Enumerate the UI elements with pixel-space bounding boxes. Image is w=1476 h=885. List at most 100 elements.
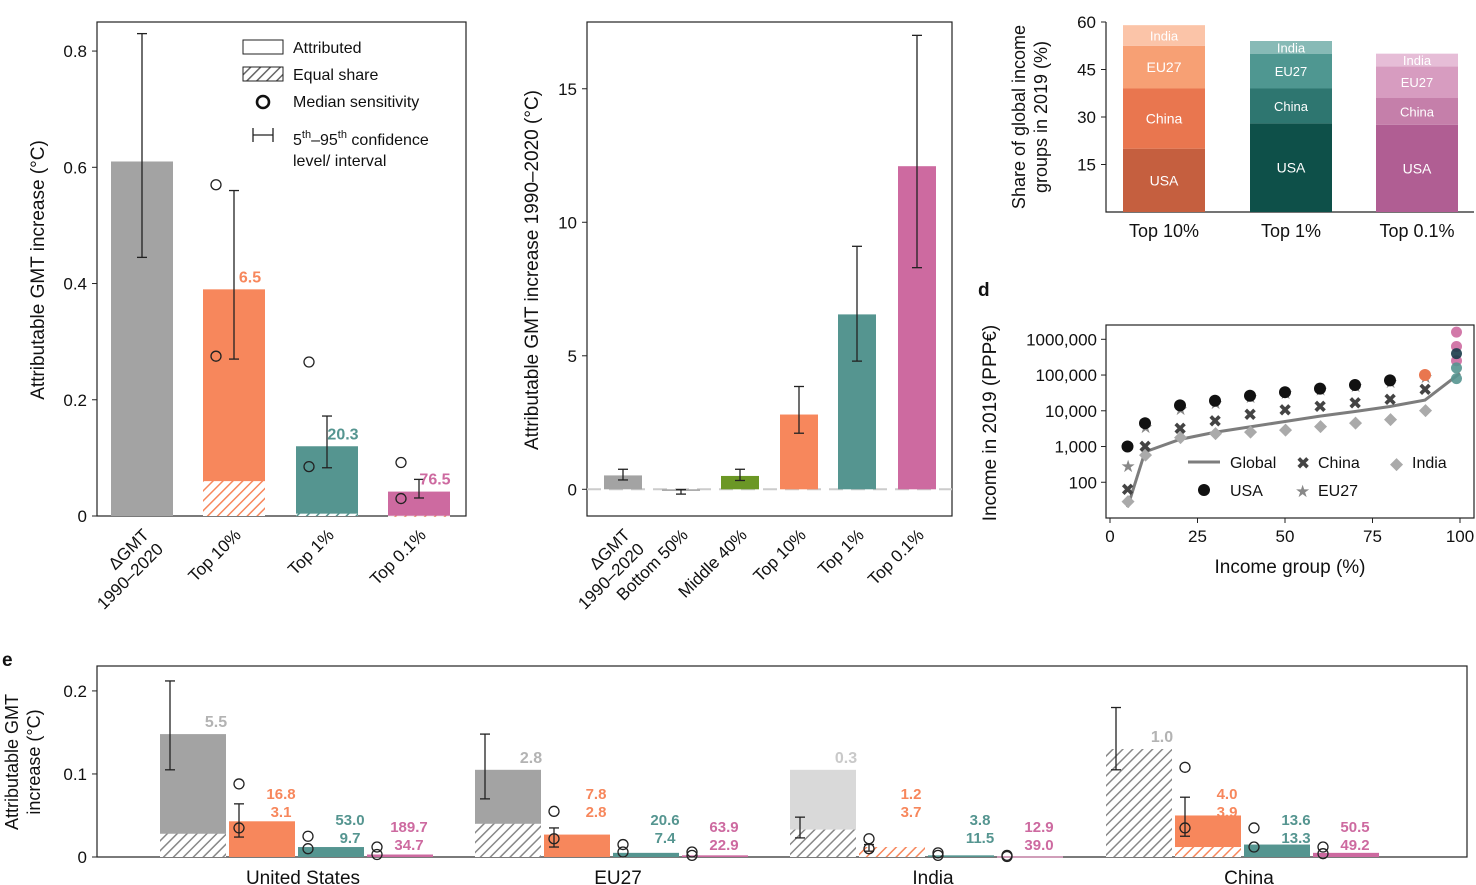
legend-ci-label: 5th–95th confidence xyxy=(293,129,429,149)
legend-china-label: China xyxy=(1318,455,1360,472)
panel-e-top10-bar xyxy=(544,834,610,857)
legend-india-marker: ◆ xyxy=(1390,454,1404,473)
panel-e-top1-label-2: 11.5 xyxy=(966,830,994,847)
panel-b-xtick-label: Top 1% xyxy=(814,525,868,579)
panel-b-xtick-line: Top 10% xyxy=(750,525,810,585)
panel-d-india-point: ◆ xyxy=(1279,420,1293,439)
legend-ci-sup1: th xyxy=(302,129,311,141)
panel-a-ylabel: Attributable GMT increase (°C) xyxy=(28,140,49,400)
panel-e-total-bar xyxy=(1106,749,1172,857)
panel-a-median-high xyxy=(395,456,407,469)
panel-e-total-errorbar xyxy=(165,680,175,771)
panel-b-xtick-line: Top 1% xyxy=(814,525,868,579)
panel-d-india-point: ◆ xyxy=(1122,491,1136,510)
panel-a-xtick-line: Top 0.1% xyxy=(366,525,430,589)
panel-a-xtick-line: Top 1% xyxy=(284,525,338,579)
legend-india-label: India xyxy=(1412,455,1447,472)
panel-a-equal-share xyxy=(296,513,358,516)
legend-usa-label: USA xyxy=(1230,483,1263,500)
panel-d-top-point xyxy=(1451,326,1462,338)
panel-c-segment-label: USA xyxy=(1403,160,1432,176)
panel-e-ylabel: Attributable GMT increase (°C) xyxy=(2,694,44,830)
panel-e-label: e xyxy=(2,650,13,671)
panel-e-top1-median-high xyxy=(1248,822,1260,834)
panel-e-top01-median-high xyxy=(1317,841,1329,853)
legend-global-label: Global xyxy=(1230,455,1276,472)
panel-d-top-point xyxy=(1451,362,1462,374)
panel-d-usa-point xyxy=(1174,399,1186,412)
panel-e-top01-label-2: 39.0 xyxy=(1024,837,1053,854)
panel-d-china-point: ✖ xyxy=(1173,420,1187,439)
panel-e-top01-label-1: 63.9 xyxy=(709,819,738,836)
panel-c-segment-label: China xyxy=(1146,111,1183,127)
panel-e-top1-label-2: 13.3 xyxy=(1281,830,1310,847)
panel-e-total-label: 2.8 xyxy=(520,750,542,767)
panel-c-segment-china xyxy=(1250,88,1332,124)
panel-e-top1-median-high xyxy=(617,838,629,851)
panel-c-axes xyxy=(1105,22,1474,213)
panel-c-segment-china xyxy=(1376,98,1458,125)
panel-d-xlabel: Income group (%) xyxy=(1214,557,1365,578)
panel-c-segment-usa xyxy=(1123,148,1205,212)
legend-china-marker: ✖ xyxy=(1296,454,1310,473)
panel-d-india-point: ◆ xyxy=(1174,427,1188,446)
legend-ci-marker xyxy=(252,128,274,142)
panel-e-country-label: United States xyxy=(246,868,360,885)
panel-a-equal-share xyxy=(388,515,450,517)
panel-d-usa-point xyxy=(1349,379,1361,392)
panel-e: Attributable GMT increase (°C) 0 0.1 0.2 Unit… xyxy=(2,665,1468,885)
panel-a-equal-share xyxy=(203,481,265,516)
panel-d-usa-point xyxy=(1279,386,1291,399)
panel-d-top-point xyxy=(1451,348,1462,360)
panel-e-top10-equal xyxy=(1175,847,1241,857)
panel-b-bar xyxy=(604,475,642,490)
panel-e-total-label: 1.0 xyxy=(1151,729,1173,746)
panel-e-top01-bar xyxy=(997,856,1063,858)
panel-e-top1-label-1: 20.6 xyxy=(650,812,679,829)
panel-b-ylabel: Attributable GMT increase 1990–2020 (°C) xyxy=(522,90,543,450)
panel-d-frame xyxy=(1105,324,1475,519)
panel-c-segment-usa xyxy=(1376,124,1458,212)
panel-b-ytick-label: 0 xyxy=(568,480,577,499)
panel-e-top01-median-low xyxy=(371,848,383,861)
panel-e-top1-median-low xyxy=(932,849,944,861)
panel-e-top10-label-2: 3.1 xyxy=(271,804,292,821)
panel-d-ylabel: Income in 2019 (PPP€) xyxy=(980,325,1001,521)
panel-d-china-point: ✖ xyxy=(1208,412,1222,431)
panel-d-china-point: ✖ xyxy=(1313,397,1327,416)
panel-d-india-point: ◆ xyxy=(1384,409,1398,428)
panel-e-top1-label-2: 7.4 xyxy=(655,830,677,847)
panel-a-median-high xyxy=(210,179,222,191)
panel-c-segment-label: USA xyxy=(1277,160,1306,176)
panel-e-top10-median-low xyxy=(1179,822,1191,834)
panel-d: 100 1,000 10,000 100,000 1000,000 0 25 50 75 100 ◆… xyxy=(1026,324,1475,546)
panel-c-segment-label: EU27 xyxy=(1146,59,1181,75)
panel-c-segment-india xyxy=(1123,25,1205,46)
panel-a-ytick-label: 0.4 xyxy=(63,275,87,294)
panel-e-top10-median-low xyxy=(863,843,875,855)
panel-e-top1-median-high xyxy=(302,830,314,842)
panel-d-india-point: ◆ xyxy=(1244,421,1258,440)
panel-a-bar-label: 20.3 xyxy=(327,426,358,443)
panel-d-usa-point xyxy=(1419,369,1431,382)
panel-b-errorbar xyxy=(794,385,804,434)
panel-d-usa-point xyxy=(1121,440,1134,453)
panel-c-segment-eu27 xyxy=(1123,45,1205,89)
panel-d-xtick-label: 0 xyxy=(1105,527,1114,546)
panel-d-xtick-label: 25 xyxy=(1188,527,1207,546)
panel-e-total-equal xyxy=(160,833,226,857)
panel-e-ytick-label: 0 xyxy=(78,848,87,867)
panel-d-usa-point xyxy=(1314,382,1326,395)
panel-e-top1-bar xyxy=(928,855,994,857)
panel-a-errorbar xyxy=(137,32,147,259)
panel-c-segment-label: USA xyxy=(1150,172,1179,188)
panel-e-top10-label-2: 3.7 xyxy=(901,804,922,821)
panel-c-segment-label: India xyxy=(1150,28,1179,43)
panel-d-label: d xyxy=(978,280,990,301)
panel-b-ytick-label: 5 xyxy=(568,347,577,366)
legend-ci-suffix: confidence xyxy=(347,132,429,149)
panel-e-top01-median-high xyxy=(686,846,698,858)
legend-eu27-label: EU27 xyxy=(1318,483,1358,500)
panel-e-top10-median-high xyxy=(233,778,245,790)
